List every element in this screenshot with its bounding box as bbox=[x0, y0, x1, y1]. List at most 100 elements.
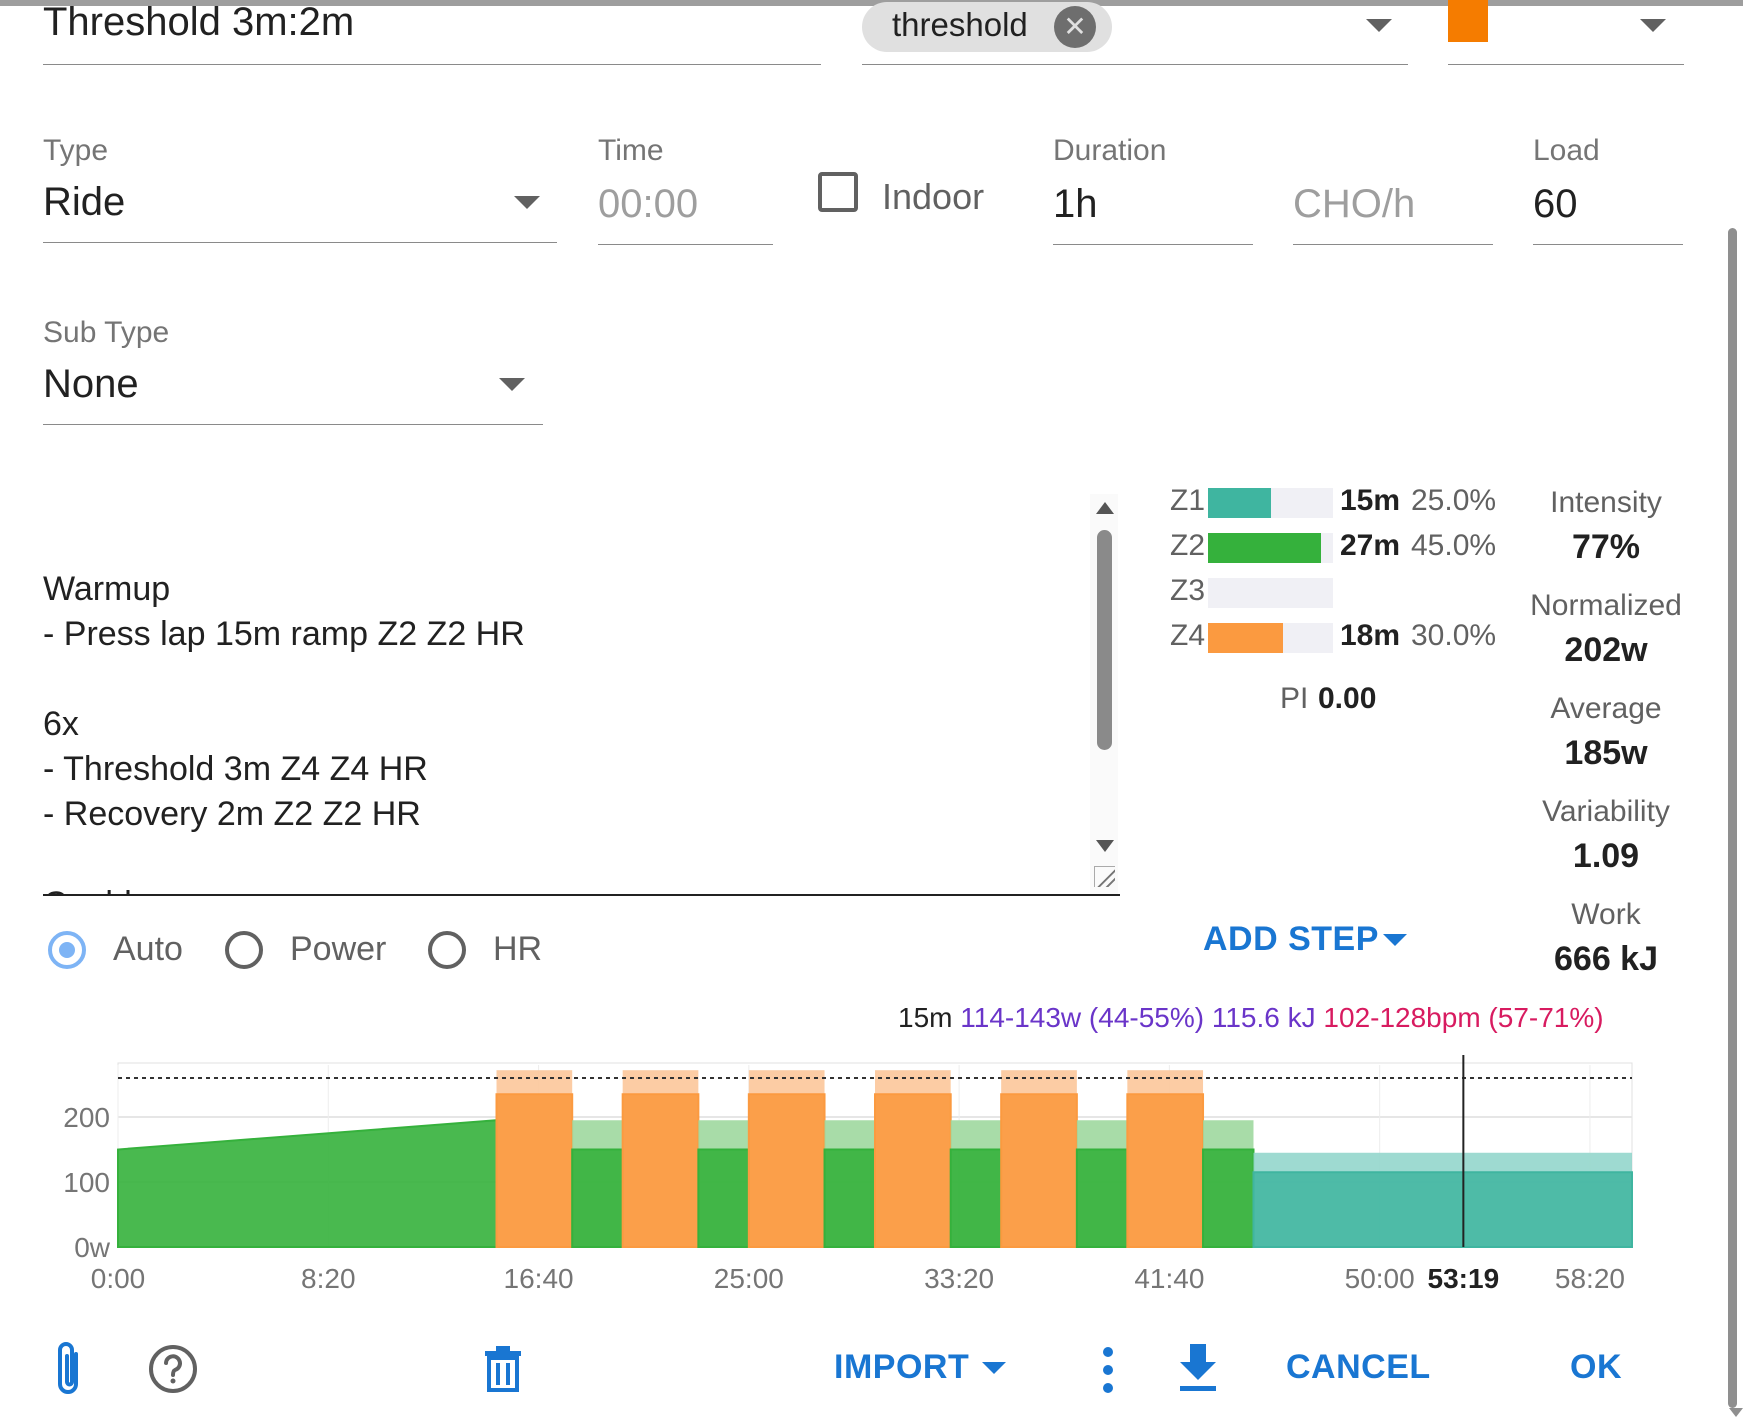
subtype-select[interactable]: None bbox=[43, 362, 139, 406]
attachment-icon[interactable] bbox=[50, 1340, 90, 1400]
description-underline bbox=[43, 894, 1120, 896]
zone-label: Z1 bbox=[1170, 484, 1206, 517]
textarea-scroll-down-icon[interactable] bbox=[1096, 840, 1114, 852]
y-tick-label: 100 bbox=[63, 1167, 110, 1198]
cho-input[interactable]: CHO/h bbox=[1293, 182, 1416, 226]
textarea-scroll-up-icon[interactable] bbox=[1096, 502, 1114, 514]
zone-bar-fill bbox=[1208, 623, 1283, 653]
dialog-scrollbar[interactable] bbox=[1728, 228, 1737, 1408]
add-step-dropdown-icon[interactable] bbox=[1383, 934, 1407, 946]
radio-power[interactable] bbox=[225, 931, 263, 969]
textarea-resize-icon[interactable] bbox=[1094, 866, 1115, 887]
power-step bbox=[1075, 1148, 1129, 1248]
y-tick-label: 0w bbox=[74, 1232, 111, 1263]
duration-underline bbox=[1053, 244, 1253, 245]
stat-value: 666 kJ bbox=[1554, 940, 1658, 978]
power-step bbox=[1000, 1093, 1078, 1248]
download-icon[interactable] bbox=[1176, 1342, 1220, 1394]
import-dropdown-icon[interactable] bbox=[982, 1362, 1006, 1374]
description-line: - Press lap 15m ramp Z2 Z2 HR bbox=[43, 615, 525, 653]
power-step bbox=[1252, 1171, 1633, 1248]
subtype-dropdown-icon[interactable] bbox=[499, 378, 525, 391]
type-select[interactable]: Ride bbox=[43, 180, 126, 224]
load-label: Load bbox=[1533, 134, 1600, 167]
zone-bar-fill bbox=[1208, 533, 1321, 563]
power-step bbox=[1202, 1148, 1255, 1248]
radio-label[interactable]: Auto bbox=[113, 930, 183, 968]
zone-bar-fill bbox=[1208, 488, 1271, 518]
step-hr: 102-128bpm (57-71%) bbox=[1323, 1002, 1604, 1033]
time-label: Time bbox=[598, 134, 664, 167]
power-step bbox=[495, 1093, 574, 1248]
duration-label: Duration bbox=[1053, 134, 1167, 167]
zone-percent: 45.0% bbox=[1411, 529, 1497, 562]
tags-underline bbox=[862, 64, 1408, 65]
x-tick-label: 16:40 bbox=[504, 1263, 574, 1294]
zone-label: Z3 bbox=[1170, 574, 1206, 607]
workout-chart[interactable]: 0w 100 200 0:00 8:20 16:40 25:00 33:20 41:40 50:0… bbox=[0, 1050, 1743, 1300]
cho-underline bbox=[1293, 244, 1493, 245]
zone-label: Z2 bbox=[1170, 529, 1206, 562]
power-step bbox=[621, 1093, 700, 1248]
power-step bbox=[1126, 1093, 1205, 1248]
cancel-button[interactable]: CANCEL bbox=[1286, 1348, 1431, 1386]
color-dropdown-icon[interactable] bbox=[1640, 19, 1666, 32]
import-button[interactable]: IMPORT bbox=[834, 1348, 970, 1386]
scroll-down-icon[interactable] bbox=[1729, 1408, 1743, 1417]
subtype-underline bbox=[43, 424, 543, 425]
ok-button[interactable]: OK bbox=[1570, 1348, 1622, 1386]
power-step bbox=[747, 1093, 826, 1248]
zone-bar-track bbox=[1208, 533, 1333, 563]
workout-name-underline bbox=[43, 64, 821, 65]
step-info: 15m 114-143w (44-55%) 115.6 kJ 102-128bp… bbox=[898, 1002, 1604, 1034]
zone-bar-track bbox=[1208, 488, 1333, 518]
target-mode-group: Auto Power HR bbox=[0, 925, 700, 975]
radio-label[interactable]: HR bbox=[493, 930, 543, 968]
load-input[interactable]: 60 bbox=[1533, 182, 1578, 226]
indoor-checkbox[interactable] bbox=[818, 172, 858, 212]
add-step-button[interactable]: ADD STEP bbox=[1203, 920, 1379, 958]
delete-icon[interactable] bbox=[482, 1344, 524, 1392]
radio-auto[interactable] bbox=[48, 931, 86, 969]
zone-time: 27m bbox=[1340, 529, 1401, 562]
textarea-scrollbar[interactable] bbox=[1090, 494, 1118, 894]
radio-hr[interactable] bbox=[428, 931, 466, 969]
subtype-label: Sub Type bbox=[43, 316, 170, 349]
zone-bar-track bbox=[1208, 623, 1333, 653]
color-underline bbox=[1448, 64, 1684, 65]
load-underline bbox=[1533, 244, 1683, 245]
power-step bbox=[697, 1148, 750, 1248]
tag-chip[interactable]: threshold ✕ bbox=[862, 2, 1112, 52]
workout-name-input[interactable]: Threshold 3m:2m bbox=[43, 0, 355, 44]
time-input[interactable]: 00:00 bbox=[598, 182, 699, 226]
description-textarea[interactable]: Warmup - Press lap 15m ramp Z2 Z2 HR 6x - T… bbox=[0, 494, 1120, 896]
power-step bbox=[874, 1093, 952, 1248]
power-step bbox=[571, 1148, 624, 1248]
stat-value: 77% bbox=[1571, 528, 1641, 566]
y-tick-label: 200 bbox=[63, 1102, 110, 1133]
stat-label: Variability bbox=[1542, 795, 1670, 828]
type-label: Type bbox=[43, 134, 109, 167]
power-step bbox=[823, 1148, 876, 1248]
help-icon[interactable] bbox=[148, 1344, 198, 1394]
stat-label: Work bbox=[1571, 898, 1641, 931]
description-line: 6x bbox=[43, 705, 79, 743]
description-content: Warmup - Press lap 15m ramp Z2 Z2 HR 6x - T… bbox=[0, 494, 1060, 894]
description-line: - Threshold 3m Z4 Z4 HR bbox=[43, 750, 428, 788]
radio-label[interactable]: Power bbox=[290, 930, 387, 968]
pi-label: PI bbox=[1280, 682, 1309, 715]
tags-dropdown-icon[interactable] bbox=[1366, 19, 1392, 32]
textarea-scroll-thumb[interactable] bbox=[1097, 530, 1112, 750]
tag-chip-label: threshold bbox=[892, 6, 1028, 43]
zone-distribution: Z1 15m 25.0% Z2 27m 45.0% Z3 Z4 18m 30.0% bbox=[1160, 484, 1500, 724]
tag-remove-icon[interactable]: ✕ bbox=[1054, 6, 1096, 48]
color-swatch[interactable] bbox=[1448, 0, 1488, 42]
x-tick-label: 25:00 bbox=[714, 1263, 784, 1294]
x-tick-label: 33:20 bbox=[924, 1263, 994, 1294]
zone-bar-track bbox=[1208, 578, 1333, 608]
type-dropdown-icon[interactable] bbox=[514, 196, 540, 209]
x-tick-label: 50:00 bbox=[1345, 1263, 1415, 1294]
description-line: Warmup bbox=[43, 570, 171, 608]
duration-input[interactable]: 1h bbox=[1053, 182, 1098, 226]
more-menu-icon[interactable] bbox=[1100, 1345, 1116, 1395]
